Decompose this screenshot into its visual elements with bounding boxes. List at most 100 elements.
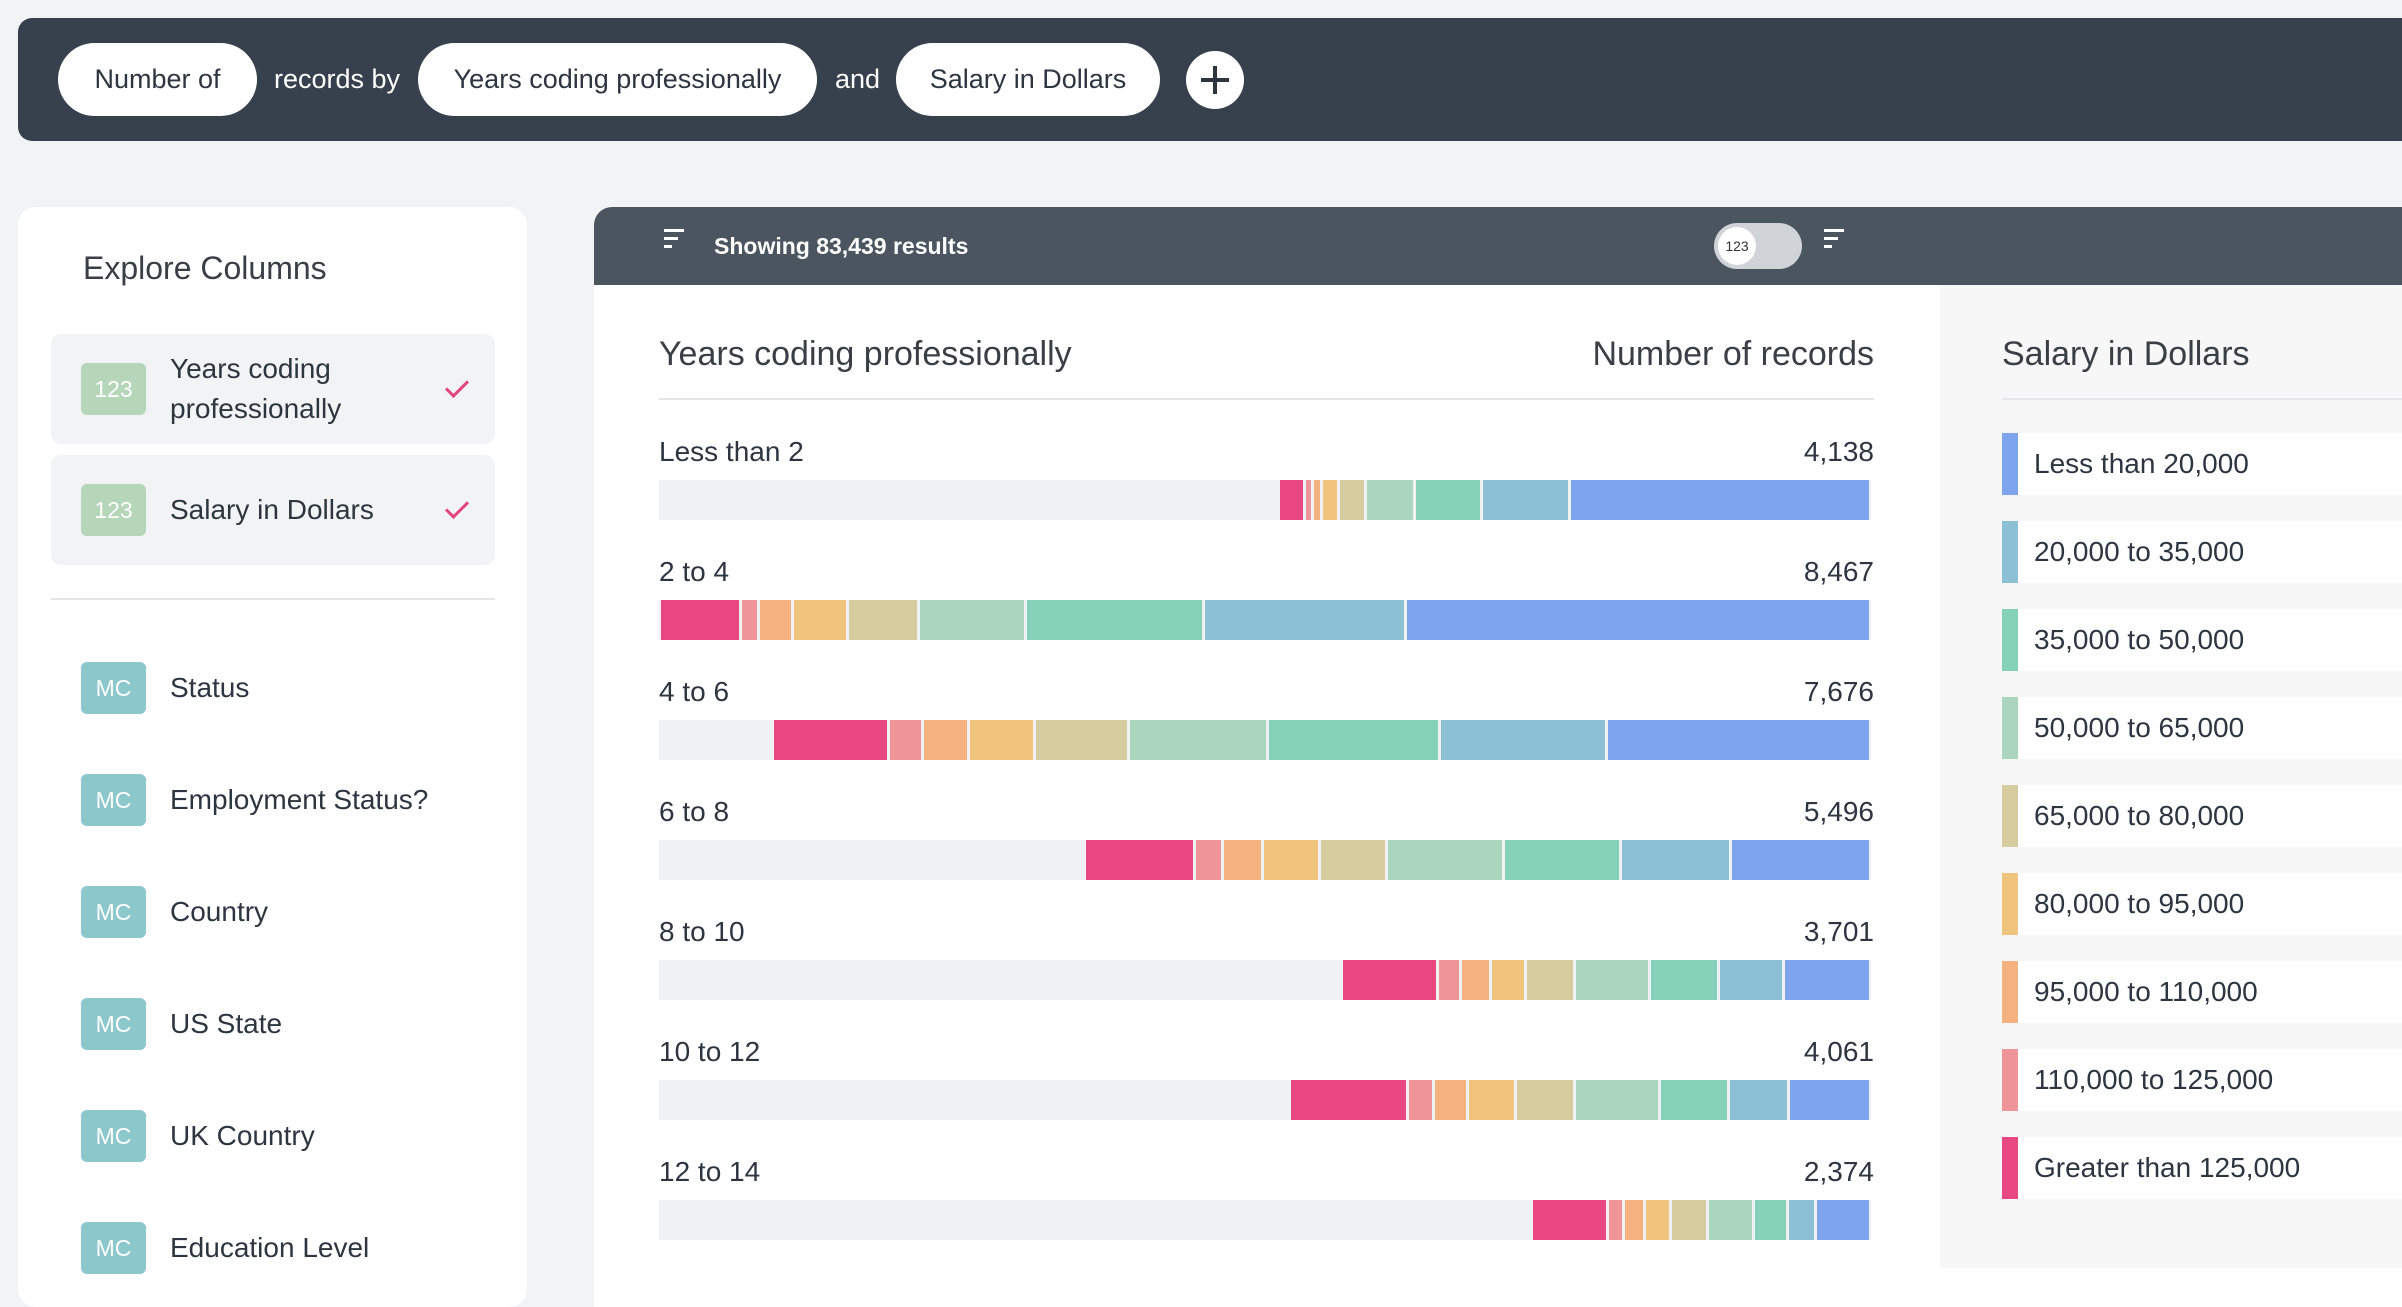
type-badge[interactable]: MC [81,774,146,826]
bar-segment[interactable] [1570,480,1870,520]
bar-segment[interactable] [1263,840,1318,880]
bar-segment[interactable] [1709,1200,1753,1240]
bar-segment[interactable] [1323,480,1338,520]
category-label: 8 to 10 [659,916,745,947]
bar-segment[interactable] [793,600,847,640]
results-count: Showing 83,439 results [714,233,969,259]
bar-segment[interactable] [1407,600,1870,640]
bar-segment[interactable] [1532,1200,1607,1240]
bar-segment[interactable] [924,720,968,760]
bar-segment[interactable] [1416,480,1481,520]
legend-rule [2002,398,2402,400]
type-badge[interactable]: MC [81,998,146,1050]
type-badge: 123 [81,363,146,415]
results-header [594,207,2402,285]
bar-segment[interactable] [1026,600,1202,640]
toggle[interactable]: 123 [1714,223,1802,269]
bar-segment[interactable] [1729,1080,1787,1120]
bar-segment[interactable] [773,720,888,760]
bar-segment[interactable] [849,600,917,640]
bar-segment[interactable] [1439,960,1460,1000]
bar-segment[interactable] [1435,1080,1467,1120]
bar-segment[interactable] [1196,840,1221,880]
bar-segment[interactable] [1441,720,1606,760]
bar-segment[interactable] [1720,960,1782,1000]
bar-segment[interactable] [1755,1200,1786,1240]
legend-label: Greater than 125,000 [2034,1152,2301,1183]
bar-segment[interactable] [1491,960,1524,1000]
connector: and [835,64,881,94]
bar-segment[interactable] [1788,1200,1814,1240]
bar-segment[interactable] [1621,840,1730,880]
legend-label: 110,000 to 125,000 [2034,1064,2274,1095]
selected-column[interactable]: 123 Years coding professionally [51,334,495,444]
bar-segment[interactable] [1469,1080,1514,1120]
bar-segment[interactable] [890,720,922,760]
type-badge[interactable]: MC [81,662,146,714]
bar-segment[interactable] [1576,960,1649,1000]
bar-segment[interactable] [1085,840,1194,880]
bar-segment[interactable] [1305,480,1311,520]
bar-segment[interactable] [1409,1080,1433,1120]
column-label[interactable]: US State [170,1008,283,1039]
legend-swatch [2002,609,2018,671]
bar-segment[interactable] [1280,480,1303,520]
bar-segment[interactable] [1608,720,1870,760]
bar-segment[interactable] [1313,480,1321,520]
bar-segment[interactable] [1342,960,1437,1000]
column-label[interactable]: Employment Status? [170,784,429,815]
legend-label: 65,000 to 80,000 [2034,800,2245,831]
type-badge[interactable]: MC [81,1222,146,1274]
type-badge[interactable]: MC [81,886,146,938]
bar-segment[interactable] [1340,480,1365,520]
column-label[interactable]: Status [170,672,250,703]
bar-segment[interactable] [1609,1200,1622,1240]
column-label: Salary in Dollars [170,494,374,525]
bar-segment[interactable] [1291,1080,1407,1120]
metric-pill[interactable]: Number of [58,43,257,116]
bar-segment[interactable] [1320,840,1386,880]
bar-segment[interactable] [1732,840,1870,880]
bar-segment[interactable] [741,600,757,640]
selected-column[interactable]: 123 Salary in Dollars [51,455,495,565]
bar-segment[interactable] [970,720,1034,760]
column-label[interactable]: Education Level [170,1232,370,1263]
bar-segment[interactable] [1784,960,1870,1000]
bar-segment[interactable] [1462,960,1489,1000]
column-label[interactable]: UK Country [170,1120,315,1151]
bar-segment[interactable] [1660,1080,1727,1120]
bar-segment[interactable] [1269,720,1439,760]
bar-segment[interactable] [1624,1200,1644,1240]
bar-segment[interactable] [1129,720,1267,760]
legend-swatch [2002,961,2018,1023]
bar-segment[interactable] [1036,720,1127,760]
legend-row [2002,521,2402,583]
dimension-pill[interactable]: Years coding professionally [418,43,817,116]
total-label: 4,138 [1803,436,1874,467]
type-badge[interactable]: MC [81,1110,146,1162]
bar-segment[interactable] [1483,480,1568,520]
bar-segment[interactable] [1526,960,1574,1000]
add-button[interactable] [1186,51,1244,109]
bar-segment[interactable] [1651,960,1718,1000]
bar-segment[interactable] [1367,480,1414,520]
bar-segment[interactable] [1223,840,1261,880]
bar-segment[interactable] [1204,600,1405,640]
total-label: 2,374 [1803,1156,1874,1187]
category-label: 2 to 4 [659,556,730,587]
bar-segment[interactable] [1388,840,1502,880]
bar-segment[interactable] [1789,1080,1870,1120]
column-label[interactable]: Country [170,896,269,927]
legend-row [2002,785,2402,847]
bar-segment[interactable] [1516,1080,1574,1120]
bar-segment[interactable] [1672,1200,1707,1240]
bar-segment[interactable] [660,600,739,640]
bar-segment[interactable] [1816,1200,1870,1240]
bar-segment[interactable] [1504,840,1619,880]
bar-segment[interactable] [1576,1080,1658,1120]
bar-segment[interactable] [919,600,1024,640]
dimension-pill[interactable]: Salary in Dollars [896,43,1160,116]
bar-segment[interactable] [1646,1200,1670,1240]
bar-segment[interactable] [759,600,791,640]
legend-swatch [2002,521,2018,583]
